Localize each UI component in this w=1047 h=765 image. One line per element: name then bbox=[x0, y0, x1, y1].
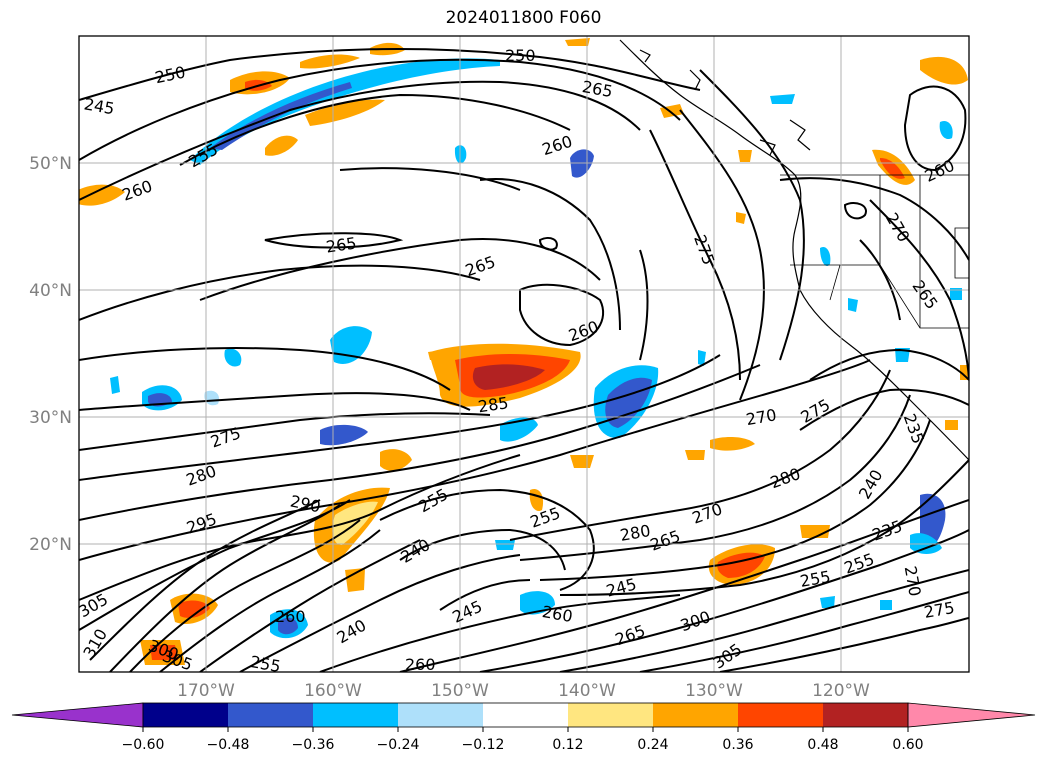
state-borders bbox=[780, 174, 969, 329]
lon-label: 160°W bbox=[304, 681, 362, 701]
latitude-labels: 50°N 40°N 30°N 20°N bbox=[29, 154, 72, 555]
coastline bbox=[619, 39, 969, 461]
lat-label: 20°N bbox=[29, 535, 72, 555]
colorbar-swatch bbox=[823, 703, 908, 727]
contour-label: 265 bbox=[325, 233, 358, 256]
colorbar-swatch bbox=[738, 703, 823, 727]
lon-label: 150°W bbox=[431, 681, 489, 701]
colorbar-swatch bbox=[483, 703, 568, 727]
lon-label: 140°W bbox=[558, 681, 616, 701]
colorbar-swatch bbox=[653, 703, 738, 727]
colorbar-tick-label: −0.60 bbox=[122, 737, 165, 753]
colorbar-swatch bbox=[568, 703, 653, 727]
colorbar-swatch bbox=[398, 703, 483, 727]
colorbar-swatch bbox=[313, 703, 398, 727]
lon-label: 170°W bbox=[177, 681, 235, 701]
contour-label: 250 bbox=[505, 46, 536, 65]
lat-label: 40°N bbox=[29, 281, 72, 301]
colorbar-swatch bbox=[228, 703, 313, 727]
colorbar-tick-label: −0.12 bbox=[462, 737, 505, 753]
colorbar-tick-label: −0.24 bbox=[377, 737, 420, 753]
lat-label: 30°N bbox=[29, 408, 72, 428]
colorbar-tick-label: −0.48 bbox=[207, 737, 250, 753]
colorbar-tick-label: 0.12 bbox=[552, 737, 583, 753]
lon-label: 130°W bbox=[685, 681, 743, 701]
colorbar-extension-low bbox=[11, 702, 144, 728]
colorbar: −0.60 −0.48 −0.36 −0.24 −0.12 0.12 0.24 0.36 0.4… bbox=[11, 702, 1036, 753]
colorbar-tick-label: 0.60 bbox=[892, 737, 923, 753]
contour-label: 260 bbox=[275, 607, 306, 626]
contour-label: 260 bbox=[405, 655, 436, 674]
colorbar-extension-high bbox=[907, 702, 1036, 728]
lon-label: 120°W bbox=[812, 681, 870, 701]
figure-title: 2024011800 F060 bbox=[445, 8, 602, 28]
colorbar-tick-label: 0.48 bbox=[807, 737, 838, 753]
lat-label: 50°N bbox=[29, 154, 72, 174]
gridlines bbox=[79, 36, 969, 672]
colorbar-swatch bbox=[143, 703, 228, 727]
colorbar-tick-label: 0.24 bbox=[637, 737, 668, 753]
contour-lines bbox=[79, 47, 969, 672]
longitude-labels: 170°W 160°W 150°W 140°W 130°W 120°W bbox=[177, 681, 870, 701]
colorbar-frame bbox=[142, 702, 909, 728]
colorbar-tick-label: 0.36 bbox=[722, 737, 753, 753]
contour-label: 285 bbox=[477, 393, 510, 416]
map-frame bbox=[78, 35, 970, 673]
colorbar-tick-label: −0.36 bbox=[292, 737, 335, 753]
